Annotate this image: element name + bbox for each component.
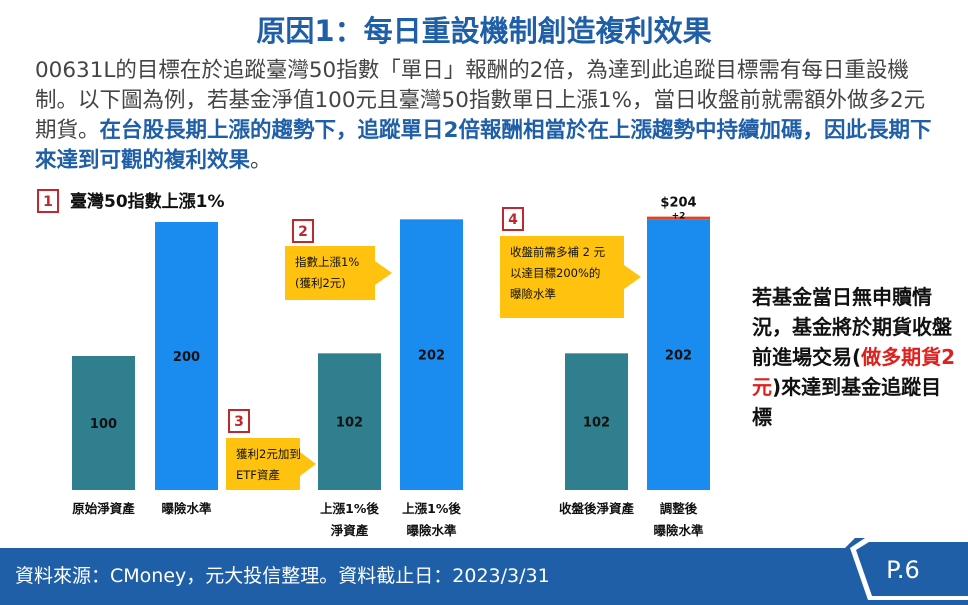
intro-text: 00631L的目標在於追蹤臺灣50指數「單日」報酬的2倍，為達到此追蹤目標需有每…: [35, 58, 926, 143]
bar-label: 曝險水準: [161, 501, 212, 516]
bar-label: 淨資產: [331, 523, 369, 538]
side-text: 若基金當日無申贖情況，基金將於期貨收盤前進場交易(: [752, 285, 952, 369]
callout-text: 收盤前需多補 2 元: [510, 245, 606, 259]
bar-label: 調整後: [660, 501, 698, 516]
step-number: 3: [234, 414, 244, 430]
bar-label: 曝險水準: [653, 523, 704, 538]
bar: [155, 222, 218, 490]
callout-text: 獲利2元加到: [236, 447, 301, 461]
callout: [226, 438, 316, 490]
bar: [318, 353, 381, 490]
callout-text: 曝險水準: [510, 287, 556, 301]
step-badge: [228, 409, 250, 433]
bar-value: 102: [583, 416, 610, 431]
title: 原因1：每日重設機制創造複利效果: [256, 14, 712, 48]
callout-text: ETF資產: [236, 468, 280, 482]
step-text: 臺灣50指數上漲1%: [70, 191, 225, 212]
step-number: 4: [508, 212, 518, 228]
intro-highlight: 在台股長期上漲的趨勢下，追蹤單日2倍報酬相當於在上漲趨勢中持續加碼，因此長期下來…: [35, 118, 932, 173]
bar-value: 100: [90, 417, 117, 432]
callout-text: 指數上漲1%: [295, 255, 359, 269]
step-badge: [37, 189, 59, 213]
bar-label: 上漲1%後: [402, 501, 461, 516]
bar-label: 收盤後淨資產: [559, 501, 635, 516]
bar-value: 202: [665, 349, 692, 364]
callout-text: 以達目標200%的: [510, 266, 600, 280]
footer-source: 資料來源：CMoney，元大投信整理。資料截止日：2023/3/31: [15, 565, 550, 587]
bar: [400, 219, 463, 490]
side-text-end: )來達到基金追蹤目標: [752, 375, 942, 429]
bar-label: 曝險水準: [406, 523, 457, 538]
bar-value: 202: [418, 349, 445, 364]
bar: [565, 353, 628, 490]
bar-extra: [647, 216, 710, 220]
page-tab: [856, 542, 968, 596]
bar-label: 上漲1%後: [320, 501, 379, 516]
intro: 00631L的目標在於追蹤臺灣50指數「單日」報酬的2倍，為達到此追蹤目標需有每…: [35, 56, 940, 176]
page-number: P.6: [886, 556, 920, 584]
side-highlight: 做多期貨2元: [752, 345, 956, 399]
side-note: 若基金當日無申贖情況，基金將於期貨收盤前進場交易(做多期貨2元)來達到基金追蹤目…: [752, 282, 957, 432]
bar: [72, 356, 135, 490]
step-badge: [292, 219, 314, 243]
step-number: 1: [43, 194, 53, 210]
callout-text: (獲利2元): [295, 276, 346, 290]
intro-end: 。: [250, 148, 272, 173]
bar-value: 102: [336, 416, 363, 431]
callout: [500, 236, 641, 318]
bar-label: 原始淨資產: [72, 501, 135, 516]
bar: [647, 219, 710, 490]
step-number: 2: [298, 224, 308, 240]
footer-band: [0, 538, 968, 605]
bar-total: $204: [660, 196, 696, 211]
bar-extra-label: +2: [672, 211, 686, 221]
bar-value: 200: [173, 350, 200, 365]
step-badge: [502, 207, 524, 231]
callout: [285, 246, 392, 300]
